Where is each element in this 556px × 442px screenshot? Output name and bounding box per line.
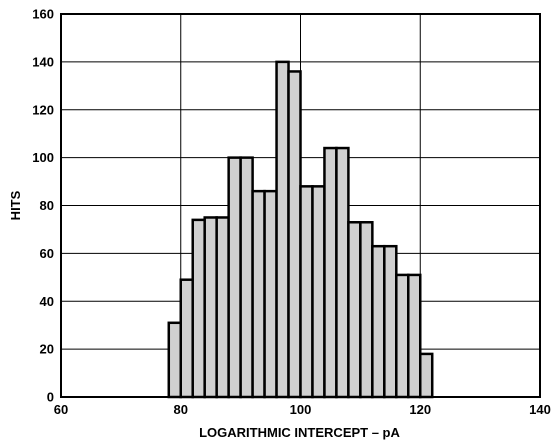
x-tick-label: 140 [529,402,551,417]
histogram-bar [299,185,314,399]
histogram-bar [215,216,230,399]
x-tick-label: 80 [174,402,188,417]
y-tick-label: 60 [40,246,54,261]
histogram-bar [251,189,266,399]
y-tick-labels: 0 20 40 60 80 100 120 140 160 [32,7,54,405]
histogram-bar [323,146,338,399]
histogram-bar [383,244,398,399]
histogram-bar [227,156,242,399]
histogram-bar [395,273,410,399]
histogram-bar [371,244,386,399]
histogram-bar [167,321,182,399]
histogram-bar [347,221,362,399]
histogram-bar [407,273,422,399]
histogram-bar [203,216,218,399]
y-tick-label: 100 [32,150,54,165]
y-tick-label: 140 [32,54,54,69]
histogram-bar [239,156,254,399]
histogram-bar [311,185,326,399]
histogram-bar [179,278,194,399]
y-tick-label: 80 [40,198,54,213]
y-tick-label: 160 [32,7,54,22]
y-tick-label: 0 [47,390,54,405]
y-tick-label: 120 [32,102,54,117]
x-axis-title: LOGARITHMIC INTERCEPT – pA [199,425,400,440]
histogram-bar [419,352,434,399]
histogram-bar [287,70,302,399]
y-tick-label: 40 [40,294,54,309]
histogram-bar [359,221,374,399]
x-tick-label: 60 [54,402,68,417]
plot-frame [60,13,541,398]
histogram-bar [263,189,278,399]
y-tick-label: 20 [40,342,54,357]
x-tick-label: 100 [290,402,312,417]
histogram-bar [335,146,350,399]
y-axis-title: HITS [8,190,23,220]
histogram-bar [275,60,290,399]
x-tick-labels: 60 80 100 120 140 [54,402,551,417]
x-tick-label: 120 [409,402,431,417]
histogram-bar [191,218,206,399]
